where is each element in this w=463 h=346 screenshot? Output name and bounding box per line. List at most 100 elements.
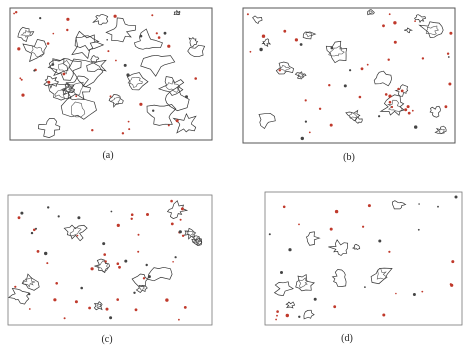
panel-d: (d)	[265, 192, 462, 344]
point	[421, 291, 423, 293]
point	[103, 253, 106, 256]
point	[19, 77, 21, 79]
point	[448, 83, 451, 86]
point	[275, 319, 277, 321]
point	[47, 42, 50, 45]
point	[131, 218, 133, 220]
point	[328, 84, 330, 86]
point	[137, 251, 139, 253]
point	[29, 308, 31, 310]
point	[171, 223, 174, 226]
point	[309, 132, 311, 134]
point	[344, 84, 347, 87]
point	[179, 230, 182, 233]
point	[305, 99, 307, 101]
point	[138, 234, 140, 236]
point	[333, 305, 336, 308]
point	[330, 228, 333, 231]
point	[395, 293, 397, 295]
point	[14, 286, 16, 288]
point	[168, 124, 170, 126]
point	[362, 226, 364, 228]
point	[91, 129, 93, 131]
point	[37, 250, 40, 253]
point	[269, 233, 271, 235]
point	[21, 94, 24, 97]
point	[122, 132, 124, 134]
point	[156, 32, 158, 34]
point	[422, 57, 424, 59]
point	[21, 79, 23, 81]
point	[378, 240, 381, 243]
point	[106, 39, 108, 41]
point	[18, 216, 21, 219]
point	[448, 56, 450, 58]
point	[349, 69, 351, 71]
point	[164, 32, 167, 35]
point	[385, 93, 388, 96]
point	[148, 275, 151, 278]
point	[176, 119, 179, 122]
point	[128, 121, 130, 123]
point	[330, 124, 333, 127]
point	[46, 262, 48, 264]
point	[408, 112, 411, 115]
figure: (a) (b) (c) (d)	[0, 0, 463, 346]
point	[75, 300, 78, 303]
point	[110, 95, 112, 97]
point	[20, 212, 23, 215]
point	[412, 110, 414, 112]
point	[300, 43, 303, 46]
point	[47, 81, 50, 84]
point	[276, 315, 278, 317]
point	[451, 260, 454, 263]
point	[181, 207, 184, 210]
point	[128, 128, 130, 130]
point	[388, 251, 390, 253]
point	[126, 73, 129, 76]
point	[124, 260, 127, 263]
point	[80, 287, 83, 290]
point	[33, 70, 35, 72]
point	[77, 216, 80, 219]
point	[280, 271, 283, 274]
point	[319, 108, 321, 110]
panel-label: (c)	[101, 334, 112, 345]
point	[314, 298, 317, 301]
point	[17, 47, 20, 50]
panel-a: (a)	[10, 8, 212, 161]
page: {"panels": [{"label": "(a)"}, {"label": …	[0, 0, 463, 346]
point	[170, 200, 173, 203]
point	[118, 266, 121, 269]
point	[180, 219, 182, 221]
point	[437, 206, 439, 208]
point	[15, 11, 17, 13]
panel-label: (b)	[343, 152, 355, 163]
point	[117, 224, 120, 227]
point	[394, 41, 397, 44]
point	[158, 36, 161, 39]
point	[295, 38, 298, 41]
point	[250, 51, 252, 53]
point	[288, 248, 291, 251]
point	[63, 73, 66, 76]
point	[185, 95, 188, 98]
point	[107, 50, 109, 52]
point	[116, 298, 119, 301]
point	[455, 196, 458, 199]
point	[140, 35, 143, 38]
point	[361, 67, 364, 70]
point	[298, 224, 300, 226]
point	[449, 32, 452, 35]
point	[114, 15, 117, 18]
point	[393, 21, 396, 24]
point	[450, 283, 452, 285]
point	[368, 204, 371, 207]
point	[298, 316, 300, 318]
point	[13, 13, 15, 15]
point	[445, 105, 448, 108]
point	[388, 59, 390, 61]
point	[305, 121, 307, 123]
point	[109, 316, 112, 319]
point	[139, 103, 142, 106]
